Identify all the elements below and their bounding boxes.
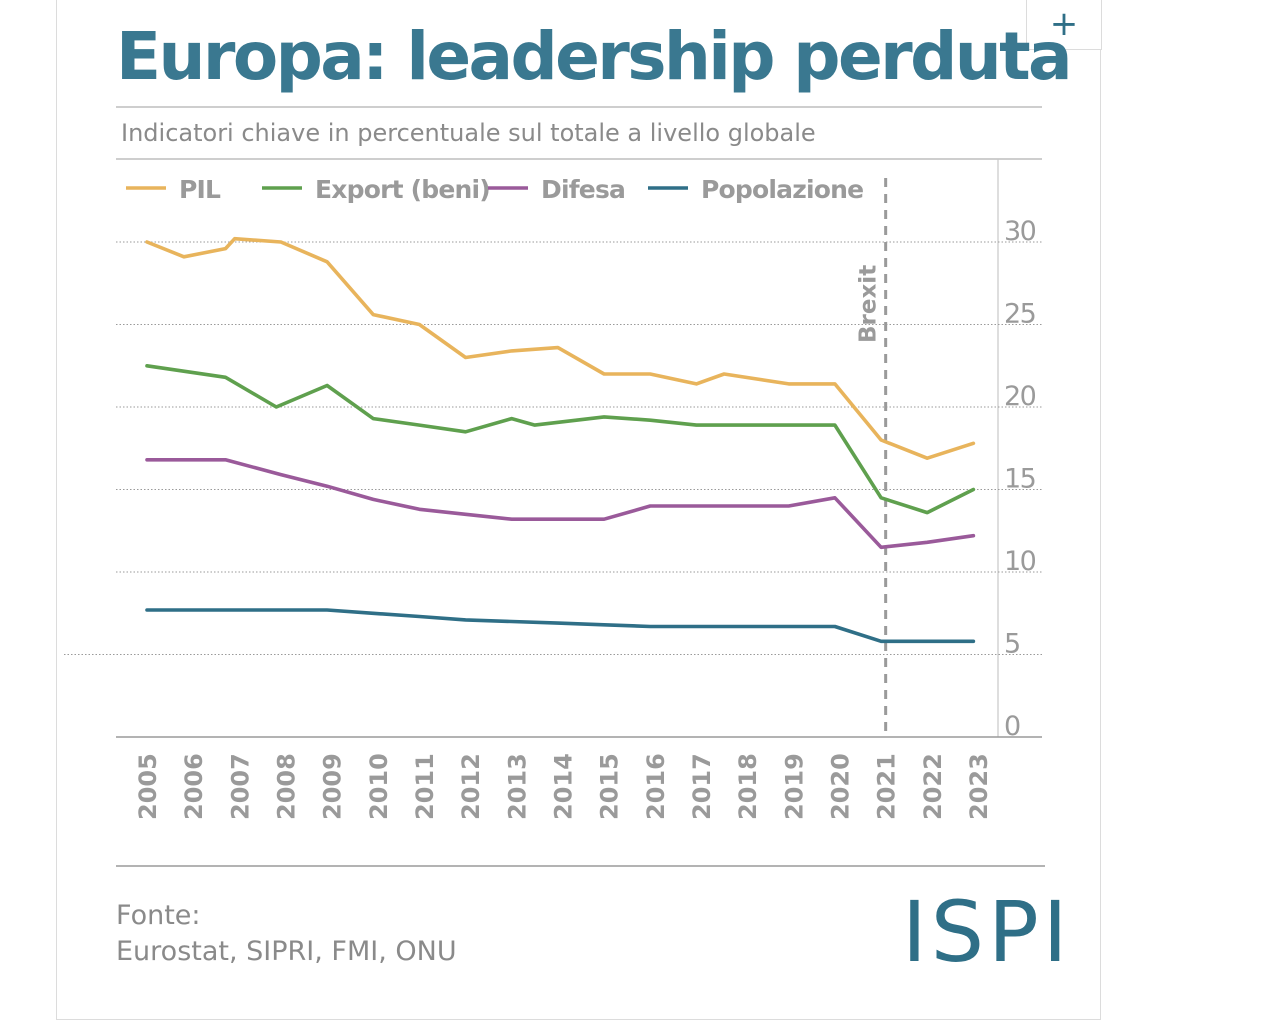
y-tick-label: 5 <box>1004 629 1020 660</box>
x-tick-label: 2010 <box>365 753 393 820</box>
y-tick-label: 30 <box>1004 216 1036 247</box>
chart-title: Europa: leadership perduta <box>116 18 1073 95</box>
x-tick-label: 2015 <box>596 753 624 820</box>
legend-label: PIL <box>179 175 221 204</box>
y-tick-label: 20 <box>1004 381 1036 412</box>
expand-plus-icon[interactable]: + <box>1026 0 1102 50</box>
source-block: Fonte: Eurostat, SIPRI, FMI, ONU <box>116 898 457 970</box>
series-line-difesa <box>145 458 976 550</box>
y-tick-label: 15 <box>1004 464 1035 495</box>
x-tick-label: 2006 <box>180 753 208 820</box>
chart-subtitle: Indicatori chiave in percentuale sul tot… <box>121 119 816 147</box>
ispi-logo: ISPI <box>902 883 1072 981</box>
series-line-export-beni <box>145 364 976 515</box>
x-tick-label: 2018 <box>734 753 762 820</box>
y-tick-label: 25 <box>1004 299 1035 330</box>
brexit-label: Brexit <box>856 265 882 343</box>
x-tick-label: 2014 <box>550 753 578 820</box>
plus-label: + <box>1049 3 1079 44</box>
x-tick-label: 2013 <box>503 753 531 820</box>
x-tick-label: 2008 <box>273 753 301 820</box>
x-tick-label: 2016 <box>642 753 670 820</box>
x-tick-label: 2005 <box>134 753 162 820</box>
x-tick-label: 2020 <box>827 753 855 820</box>
x-tick-label: 2019 <box>780 753 808 820</box>
y-tick-label: 10 <box>1004 546 1036 577</box>
x-tick-label: 2023 <box>965 753 993 820</box>
series-line-pil <box>145 236 976 460</box>
x-tick-label: 2007 <box>226 753 254 820</box>
series-line-popolazione <box>145 608 976 644</box>
legend-label: Export (beni) <box>315 175 490 204</box>
x-tick-label: 2011 <box>411 753 439 820</box>
chart-card <box>56 0 1101 1020</box>
x-tick-label: 2017 <box>688 753 716 820</box>
legend-label: Popolazione <box>701 175 863 204</box>
source-label: Fonte: <box>116 900 201 931</box>
x-tick-label: 2021 <box>873 753 901 820</box>
source-text: Eurostat, SIPRI, FMI, ONU <box>116 936 457 967</box>
x-tick-label: 2022 <box>919 753 947 820</box>
x-tick-label: 2009 <box>319 753 347 820</box>
legend-label: Difesa <box>541 175 625 204</box>
y-tick-label: 0 <box>1004 711 1020 742</box>
x-tick-label: 2012 <box>457 753 485 820</box>
